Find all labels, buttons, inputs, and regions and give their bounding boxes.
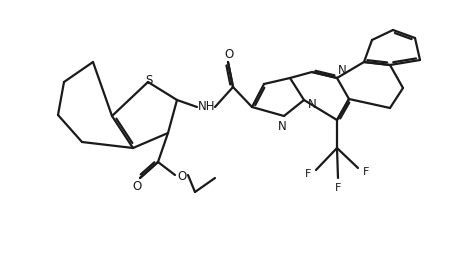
Text: N: N bbox=[308, 98, 316, 110]
Text: N: N bbox=[278, 121, 286, 133]
Text: F: F bbox=[363, 167, 369, 177]
Text: N: N bbox=[337, 64, 346, 76]
Text: O: O bbox=[224, 47, 234, 61]
Text: NH: NH bbox=[198, 100, 216, 114]
Text: S: S bbox=[146, 73, 153, 87]
Text: F: F bbox=[335, 183, 341, 193]
Text: O: O bbox=[177, 169, 187, 183]
Text: O: O bbox=[132, 181, 142, 193]
Text: F: F bbox=[305, 169, 311, 179]
